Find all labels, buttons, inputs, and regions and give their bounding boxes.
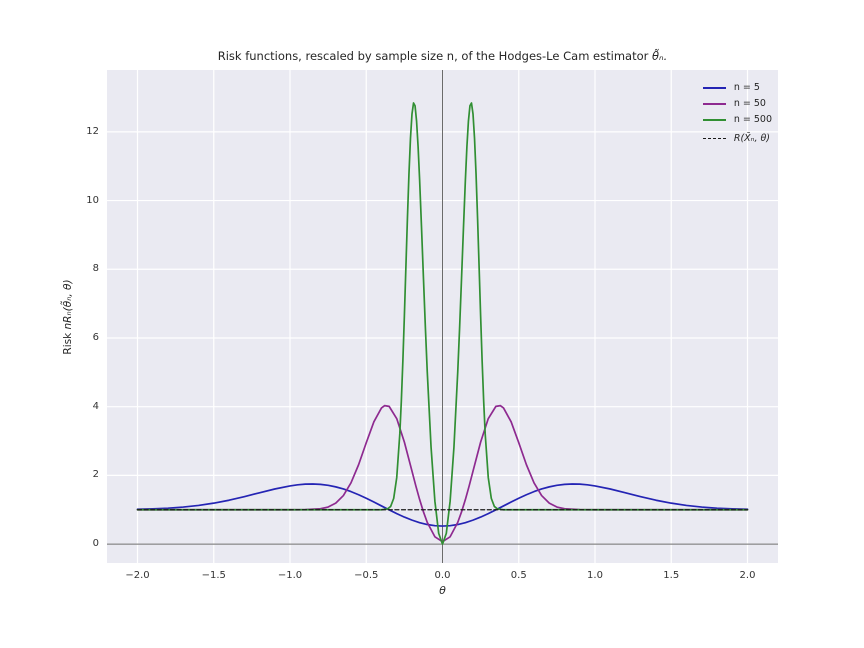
- chart-title-math: θ̃ₙ.: [652, 49, 668, 63]
- x-tick-label: −1.5: [201, 570, 226, 581]
- legend-item-n5: n = 5: [702, 82, 772, 93]
- chart-title-text: Risk functions, rescaled by sample size …: [217, 49, 652, 63]
- y-tick-label: 12: [86, 125, 99, 137]
- x-axis-label: θ: [439, 584, 446, 597]
- y-tick-label: 0: [92, 538, 99, 550]
- y-axis-label-text: Risk: [62, 329, 74, 355]
- series-line-n500: [136, 102, 749, 545]
- y-axis-label: Risk nRₙ(θ̃ₙ, θ): [62, 279, 74, 354]
- legend-label-n500: n = 500: [733, 114, 772, 125]
- legend-swatch-mean: [702, 138, 726, 139]
- y-tick-label: 2: [92, 469, 99, 481]
- y-tick-label: 10: [86, 194, 99, 206]
- legend-item-mean: R(X̄ₙ, θ): [702, 133, 772, 144]
- x-tick-label: −2.0: [125, 570, 150, 581]
- series-line-n5: [136, 483, 749, 527]
- y-axis-label-math: nRₙ(θ̃ₙ, θ): [62, 279, 74, 330]
- legend-label-n50: n = 50: [733, 98, 766, 109]
- chart-title: Risk functions, rescaled by sample size …: [107, 49, 778, 63]
- y-tick-label: 8: [92, 263, 99, 275]
- legend-swatch-n5: [702, 86, 726, 89]
- x-tick-label: 1.5: [663, 570, 680, 581]
- y-tick-label: 6: [92, 331, 99, 343]
- x-tick-label: 2.0: [739, 570, 756, 581]
- plot-canvas: [107, 70, 778, 563]
- legend-swatch-n500: [702, 118, 726, 121]
- x-tick-label: 0.0: [434, 570, 451, 581]
- x-tick-label: −0.5: [354, 570, 379, 581]
- legend-item-n50: n = 50: [702, 98, 772, 109]
- legend-label-n5: n = 5: [733, 82, 760, 93]
- x-tick-label: −1.0: [277, 570, 303, 581]
- legend-label-mean: R(X̄ₙ, θ): [733, 133, 771, 144]
- legend-item-n500: n = 500: [702, 114, 772, 125]
- legend: n = 5 n = 50 n = 500 R(X̄ₙ, θ): [702, 82, 772, 144]
- x-tick-label: 1.0: [587, 570, 603, 581]
- legend-swatch-n50: [702, 102, 726, 105]
- plot-area: n = 5 n = 50 n = 500 R(X̄ₙ, θ): [107, 70, 778, 563]
- x-tick-label: 0.5: [510, 570, 527, 581]
- y-tick-label: 4: [92, 400, 99, 412]
